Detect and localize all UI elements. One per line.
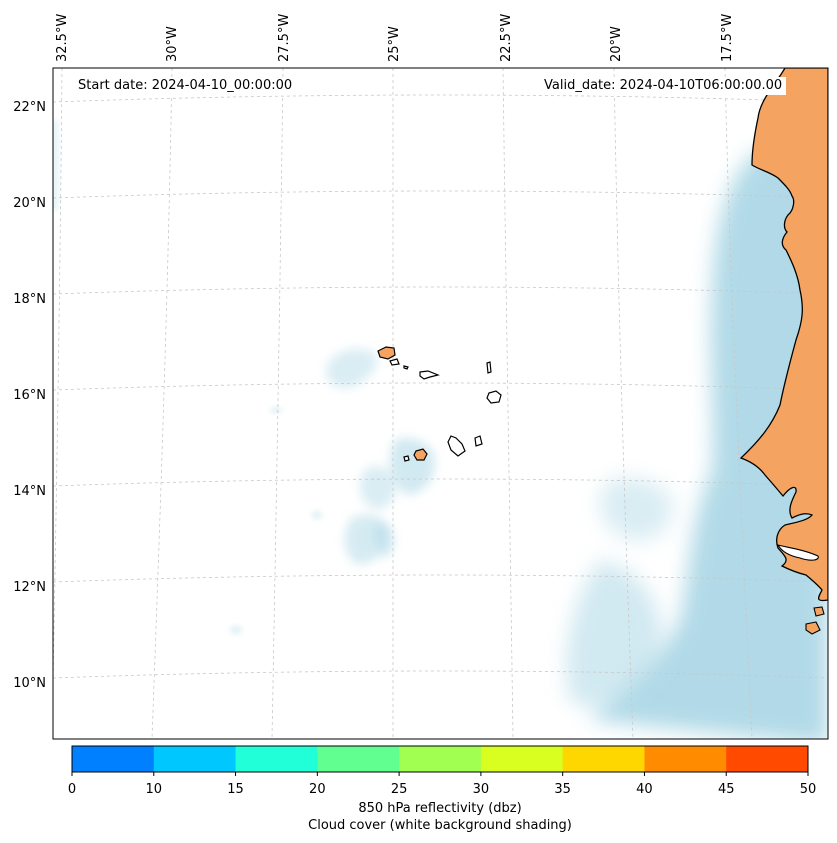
island-sao-nicolau	[419, 370, 440, 380]
colorbar-tick-label: 50	[800, 782, 817, 797]
gridlines	[53, 68, 828, 739]
lat-label: 18°N	[13, 292, 46, 307]
colorbar-frame	[71, 745, 809, 773]
lat-label: 14°N	[13, 484, 46, 499]
colorbar-tick-label: 20	[309, 782, 326, 797]
lon-label: 27.5°W	[277, 14, 292, 62]
bissagos-island-2	[813, 606, 825, 617]
map-frame	[52, 67, 829, 740]
colorbar-tick-label: 40	[636, 782, 653, 797]
island-fogo	[413, 448, 428, 461]
lat-label: 22°N	[13, 100, 46, 115]
island-sao-vicente	[389, 358, 400, 366]
cape-verde-islands	[377, 346, 502, 462]
bissagos-island-1	[805, 621, 821, 635]
island-santo-antao	[377, 346, 396, 360]
colorbar-segment	[235, 746, 318, 772]
colorbar-segment	[644, 746, 727, 772]
map-figure: 32.5°W 30°W 27.5°W 25°W 22.5°W 20°W 17.5…	[13, 14, 829, 740]
colorbar-segment	[562, 746, 645, 772]
colorbar-tick-label: 15	[227, 782, 244, 797]
colorbar-tick-label: 25	[391, 782, 408, 797]
island-santiago	[447, 435, 466, 457]
island-brava	[403, 455, 410, 462]
lon-label: 17.5°W	[720, 14, 735, 62]
colorbar-segment	[317, 746, 400, 772]
island-maio	[474, 435, 483, 447]
colorbar-tick-label: 45	[718, 782, 735, 797]
lon-label: 32.5°W	[55, 14, 70, 62]
colorbar-title: 850 hPa reflectivity (dbz)	[358, 801, 522, 816]
island-boa-vista	[486, 390, 502, 404]
colorbar-tick-label: 30	[473, 782, 490, 797]
colorbar-subtitle: Cloud cover (white background shading)	[308, 818, 572, 833]
colorbar-tick-label: 0	[68, 782, 76, 797]
colorbar-segment	[153, 746, 237, 772]
lon-label: 22.5°W	[499, 14, 514, 62]
africa-land	[739, 68, 828, 602]
latitude-labels: 22°N 20°N 18°N 16°N 14°N 12°N 10°N	[13, 100, 46, 691]
colorbar-tick-label: 35	[554, 782, 571, 797]
lat-label: 20°N	[13, 196, 46, 211]
lon-label: 20°W	[609, 26, 624, 62]
lon-label: 25°W	[387, 26, 402, 62]
africa-river-inlet	[776, 544, 819, 561]
island-santa-luzia	[403, 365, 409, 370]
colorbar-segment	[480, 746, 564, 772]
lat-label: 16°N	[13, 388, 46, 403]
colorbar-segment	[399, 746, 482, 772]
longitude-labels: 32.5°W 30°W 27.5°W 25°W 22.5°W 20°W 17.5…	[55, 14, 735, 62]
lat-label: 10°N	[13, 676, 46, 691]
valid-date-label: Valid_date: 2024-04-10T06:00:00.00	[540, 77, 787, 95]
colorbar: 0 10 15 20 25 30 35 40 45 50	[68, 745, 817, 797]
colorbar-segment	[72, 746, 155, 772]
lat-label: 12°N	[13, 580, 46, 595]
start-date-label: Start date: 2024-04-10_00:00:00	[74, 77, 297, 95]
lon-label: 30°W	[165, 26, 180, 62]
colorbar-tick-label: 10	[146, 782, 163, 797]
cloud-cover	[53, 120, 828, 739]
island-sal	[486, 361, 492, 374]
colorbar-segment	[726, 746, 809, 772]
